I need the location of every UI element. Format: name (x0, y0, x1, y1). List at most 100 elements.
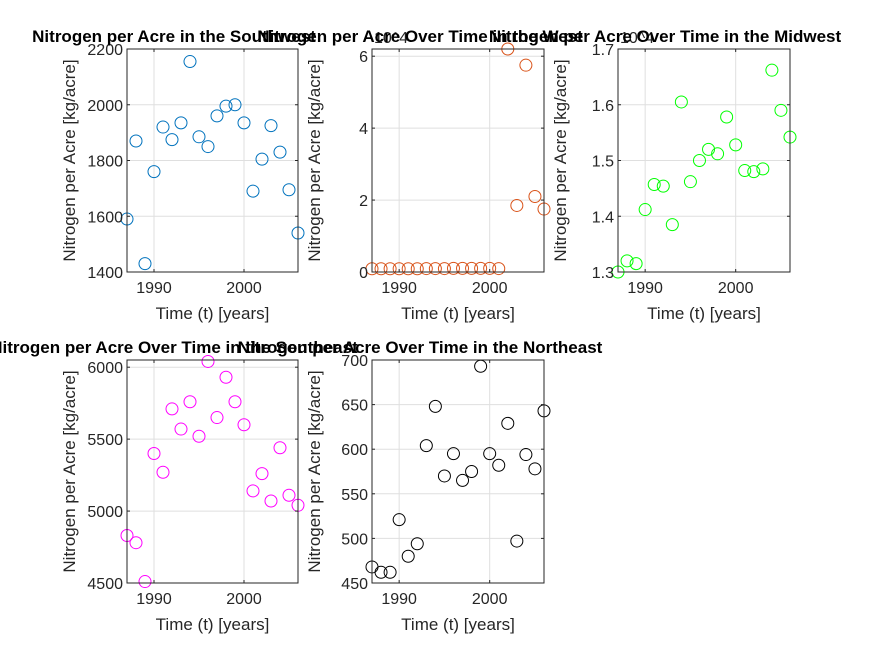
data-point (729, 138, 743, 152)
data-point (374, 565, 388, 579)
data-point (747, 165, 761, 179)
data-point (720, 110, 734, 124)
y-exponent-label: 10^4 (620, 30, 654, 47)
chart-title: Nitrogen per Acre Over Time in the South… (0, 338, 358, 357)
data-point (383, 262, 397, 276)
data-point (237, 116, 251, 130)
data-point (483, 261, 497, 275)
y-tick-label: 1400 (87, 265, 123, 282)
data-point (210, 109, 224, 123)
data-point (383, 565, 397, 579)
data-point (282, 183, 296, 197)
data-point (474, 261, 488, 275)
data-point (201, 140, 215, 154)
data-point (410, 537, 424, 551)
data-point (665, 218, 679, 232)
x-axis-label: Time (t) [years] (401, 304, 515, 323)
data-point (201, 354, 215, 368)
chart-title: Nitrogen per Acre Over Time in the Midwe… (489, 27, 842, 46)
data-point (138, 575, 152, 589)
x-tick-label: 1990 (627, 280, 663, 297)
x-axis-label: Time (t) [years] (156, 304, 270, 323)
data-point (419, 262, 433, 276)
axes-box (371, 359, 545, 584)
axes-box (126, 359, 299, 584)
x-tick-label: 2000 (472, 280, 508, 297)
data-point (282, 488, 296, 502)
data-point (437, 469, 451, 483)
y-exponent-label: 10^4 (374, 30, 408, 47)
y-tick-label: 1.4 (592, 209, 614, 226)
data-point (138, 257, 152, 271)
data-point (702, 142, 716, 156)
data-point (465, 465, 479, 478)
data-point (264, 494, 278, 508)
data-point (129, 134, 143, 148)
y-tick-label: 1.6 (592, 98, 614, 115)
data-point (228, 98, 242, 112)
data-point (246, 484, 260, 498)
data-point (273, 441, 287, 455)
data-point (528, 189, 542, 203)
y-tick-label: 0 (359, 265, 368, 282)
data-point (765, 63, 779, 77)
data-point (492, 458, 506, 472)
data-point (210, 411, 224, 425)
data-point (237, 418, 251, 432)
data-point (638, 203, 652, 217)
data-point (711, 147, 725, 161)
data-point (410, 262, 424, 276)
plot-area (372, 360, 544, 583)
data-point (428, 262, 442, 276)
y-tick-label: 700 (341, 353, 368, 370)
y-tick-label: 1.5 (592, 154, 614, 171)
data-point (174, 116, 188, 130)
data-point (756, 162, 770, 176)
data-point (264, 119, 278, 133)
data-point (620, 254, 634, 268)
data-point (392, 262, 406, 276)
data-point (528, 462, 542, 476)
data-point (437, 262, 451, 276)
data-point (255, 467, 269, 481)
y-axis-label: Nitrogen per Acre [kg/acre] (60, 370, 79, 572)
y-tick-label: 450 (341, 576, 368, 593)
chart-title: Nitrogen per Acre in the Southwest (32, 27, 316, 46)
data-point (255, 152, 269, 166)
data-point (401, 549, 415, 563)
data-point (492, 262, 506, 276)
data-point (456, 261, 470, 275)
y-tick-label: 500 (341, 531, 368, 548)
data-point (246, 184, 260, 198)
y-tick-label: 5000 (87, 504, 123, 521)
y-tick-label: 600 (341, 442, 368, 459)
data-point (183, 395, 197, 409)
subplot-5: 1990 2000 450 500 550 600 650 700 Time (t) [year… (305, 353, 551, 634)
plot-area (127, 360, 298, 583)
y-tick-label: 5500 (87, 432, 123, 449)
data-point (519, 58, 533, 72)
x-tick-label: 1990 (381, 591, 417, 608)
x-axis-label: Time (t) [years] (647, 304, 761, 323)
x-tick-label: 2000 (472, 591, 508, 608)
y-tick-label: 1800 (87, 154, 123, 171)
y-tick-label: 2 (359, 193, 368, 210)
y-tick-label: 650 (341, 398, 368, 415)
data-point (183, 55, 197, 69)
x-axis-label: Time (t) [years] (401, 615, 515, 634)
data-point (656, 179, 670, 193)
data-point (738, 164, 752, 178)
y-axis-label: Nitrogen per Acre [kg/acre] (305, 370, 324, 572)
subplot-3: 1990 2000 1.3 1.4 1.5 1.6 1.7 10^4 Time (t) [yea… (551, 30, 797, 323)
data-point (446, 447, 460, 461)
y-tick-label: 4 (359, 121, 368, 138)
data-point (192, 429, 206, 443)
data-point (419, 439, 433, 453)
data-point (629, 257, 643, 271)
chart-title: Nitrogen per Acre Over Time in the West (257, 27, 583, 46)
y-tick-label: 2200 (87, 42, 123, 59)
data-point (392, 513, 406, 527)
y-tick-label: 6 (359, 49, 368, 66)
data-point (147, 447, 161, 461)
data-point (456, 473, 470, 487)
